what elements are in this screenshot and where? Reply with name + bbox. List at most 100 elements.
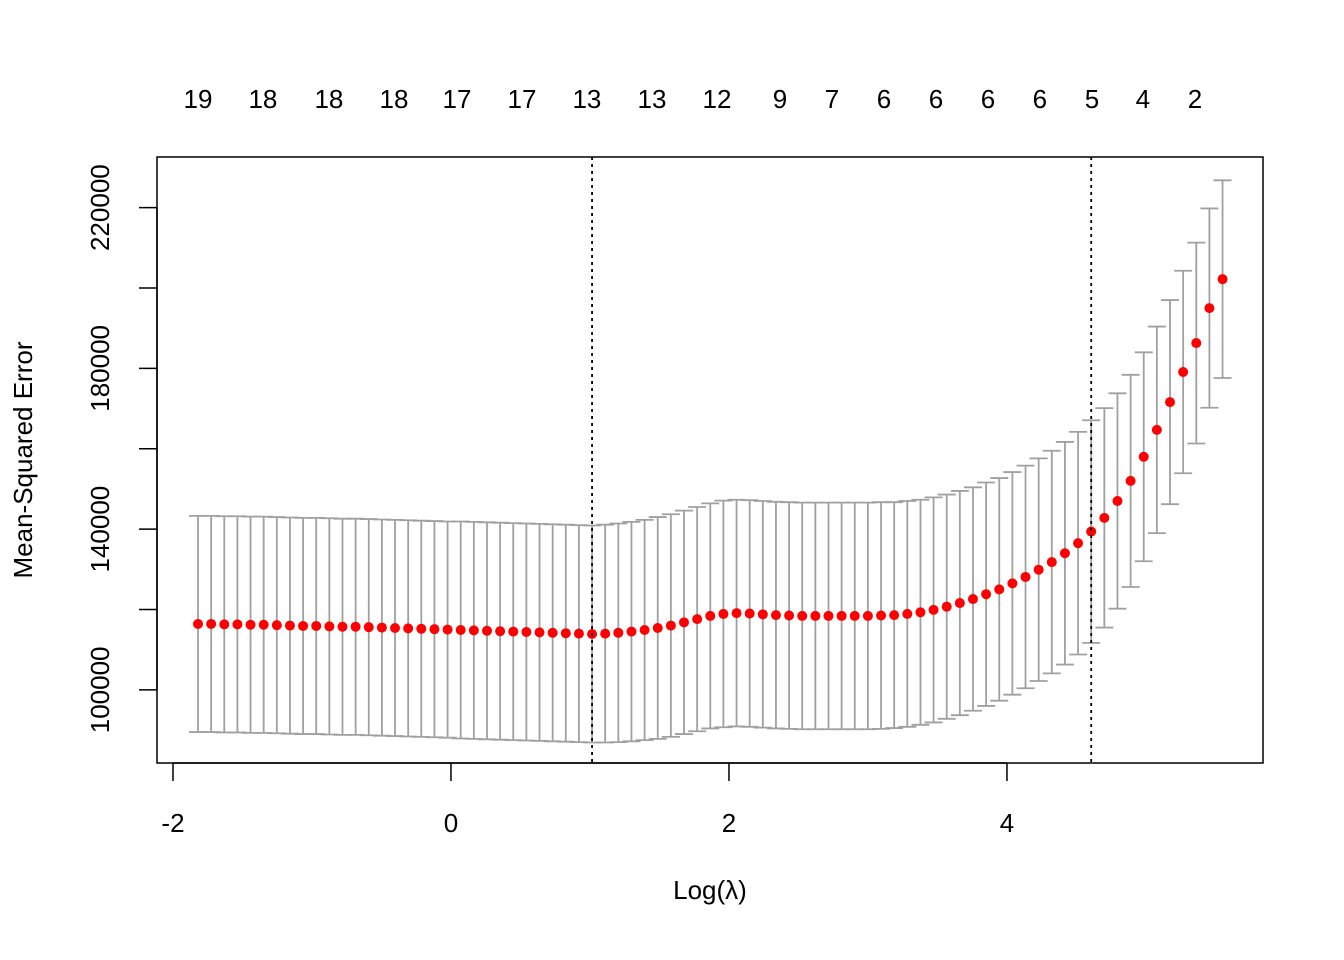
top-tick-label: 4 [1136, 84, 1150, 114]
point [573, 628, 584, 639]
point [1217, 274, 1228, 285]
point [652, 622, 663, 633]
point [271, 620, 282, 631]
point [337, 621, 348, 632]
point [324, 621, 335, 632]
top-tick-label: 13 [572, 84, 601, 114]
point [902, 608, 913, 619]
point [954, 598, 965, 609]
point [928, 604, 939, 615]
top-tick-label: 6 [929, 84, 943, 114]
point [481, 625, 492, 636]
point [442, 624, 453, 635]
point [1165, 397, 1176, 408]
point [639, 624, 650, 635]
x-tick-label: 0 [444, 808, 458, 838]
point [284, 620, 295, 631]
point [784, 610, 795, 621]
point [403, 623, 414, 634]
point [1138, 451, 1149, 462]
point [1073, 538, 1084, 549]
point [508, 626, 519, 637]
point [429, 624, 440, 635]
y-tick-label: 100000 [85, 646, 115, 733]
point [495, 626, 506, 637]
point [350, 621, 361, 632]
point [1125, 475, 1136, 486]
y-tick-label: 140000 [85, 486, 115, 573]
point [810, 610, 821, 621]
point [692, 614, 703, 625]
top-tick-label: 17 [508, 84, 537, 114]
point [206, 618, 217, 629]
point [219, 619, 230, 630]
point [298, 620, 309, 631]
top-tick-label: 12 [703, 84, 732, 114]
point [862, 610, 873, 621]
point [1033, 564, 1044, 575]
point [1151, 424, 1162, 435]
point [941, 601, 952, 612]
point [889, 610, 900, 621]
point [363, 622, 374, 633]
x-tick-label: 4 [1000, 808, 1014, 838]
top-tick-label: 18 [380, 84, 409, 114]
point [600, 628, 611, 639]
point [547, 627, 558, 638]
top-tick-label: 6 [877, 84, 891, 114]
top-tick-label: 6 [1033, 84, 1047, 114]
y-tick-label: 180000 [85, 325, 115, 412]
top-tick-label: 9 [773, 84, 787, 114]
point [193, 618, 204, 629]
point [390, 622, 401, 633]
x-axis-label: Log(λ) [673, 875, 747, 905]
point [1112, 495, 1123, 506]
point [823, 610, 834, 621]
point [679, 617, 690, 628]
point [521, 626, 532, 637]
point [915, 607, 926, 618]
point [967, 594, 978, 605]
point [455, 624, 466, 635]
point [468, 625, 479, 636]
point [1178, 366, 1189, 377]
point [560, 628, 571, 639]
point [705, 610, 716, 621]
point [258, 619, 269, 630]
y-axis-label: Mean-Squared Error [8, 341, 38, 578]
top-tick-label: 7 [825, 84, 839, 114]
top-tick-label: 17 [442, 84, 471, 114]
y-tick-label: 220000 [85, 164, 115, 251]
point [981, 589, 992, 600]
point [770, 610, 781, 621]
point [1059, 548, 1070, 559]
point [1099, 512, 1110, 523]
x-tick-label: 2 [722, 808, 736, 838]
point [232, 619, 243, 630]
point [757, 609, 768, 620]
point [836, 610, 847, 621]
point [665, 620, 676, 631]
top-tick-label: 13 [638, 84, 667, 114]
point [731, 608, 742, 619]
top-tick-label: 5 [1085, 84, 1099, 114]
point [1191, 338, 1202, 349]
point [1046, 557, 1057, 568]
point [849, 610, 860, 621]
point [744, 608, 755, 619]
point [797, 610, 808, 621]
top-tick-label: 19 [184, 84, 213, 114]
point [613, 627, 624, 638]
top-tick-label: 6 [981, 84, 995, 114]
top-tick-label: 18 [314, 84, 343, 114]
point [1020, 571, 1031, 582]
x-tick-label: -2 [161, 808, 184, 838]
point [311, 620, 322, 631]
point [626, 626, 637, 637]
point [376, 622, 387, 633]
top-tick-label: 2 [1188, 84, 1202, 114]
point [1204, 303, 1215, 314]
point [534, 627, 545, 638]
point [245, 619, 256, 630]
